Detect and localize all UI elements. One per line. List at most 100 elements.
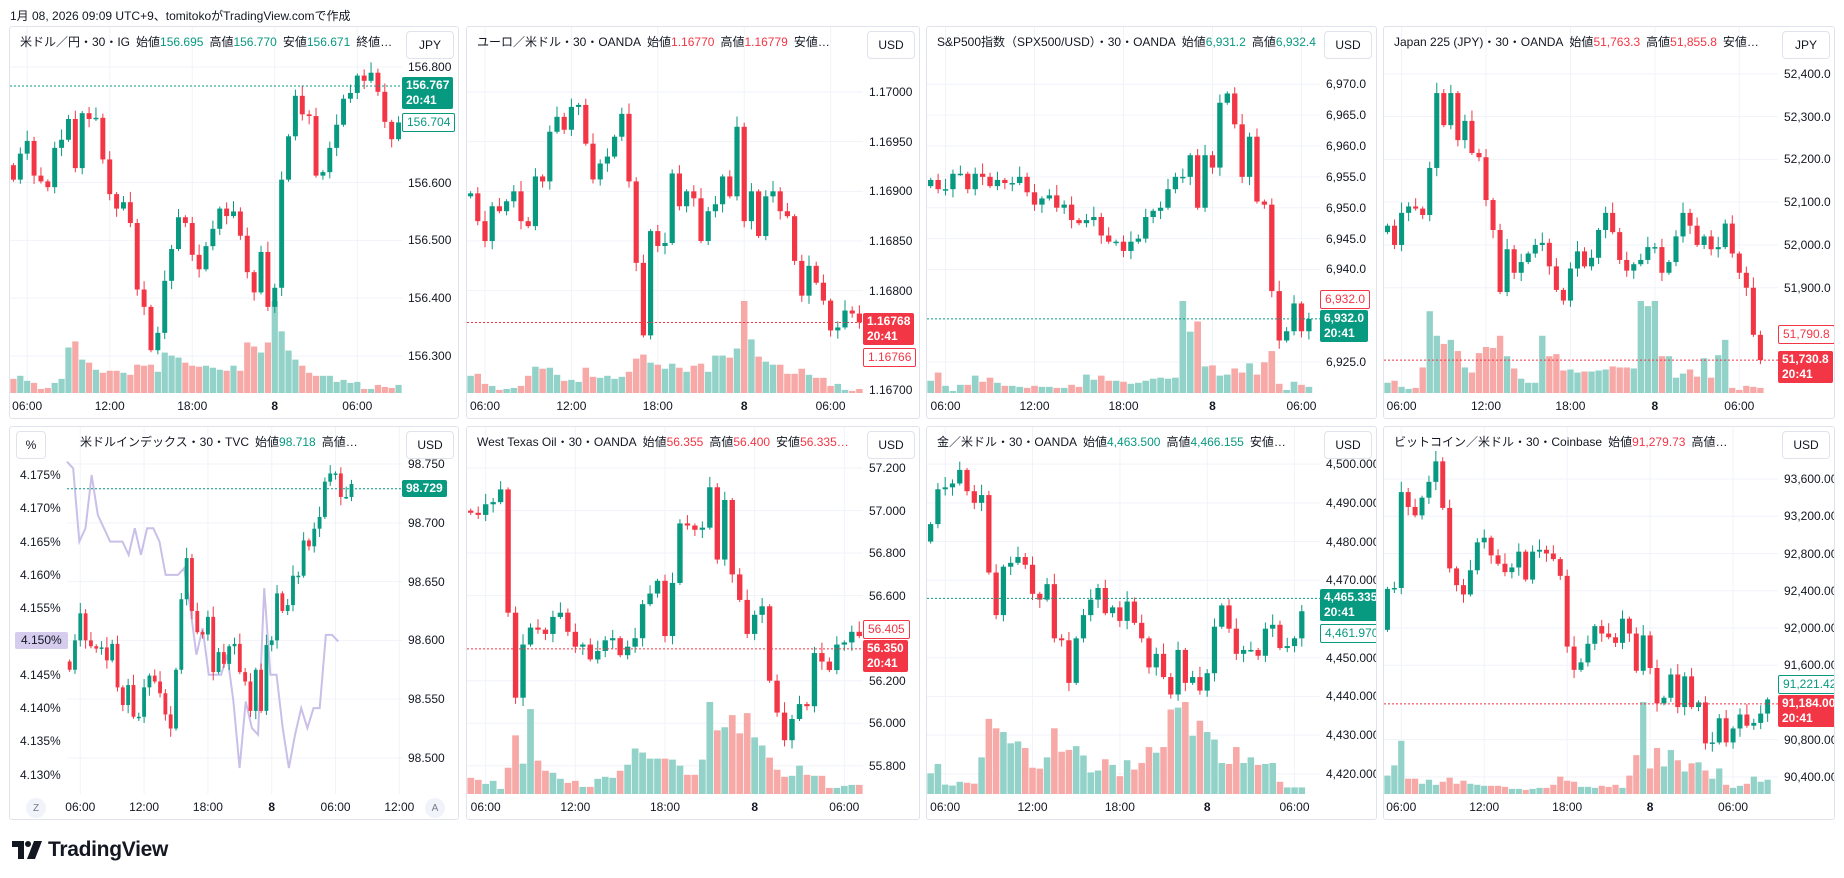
chart-panel[interactable]: ユーロ／米ドル・30・OANDA 始値1.16770 高値1.16779 安値… USD…: [466, 26, 920, 419]
candle: [1202, 144, 1208, 212]
candle-body: [110, 643, 115, 661]
candle: [210, 220, 216, 251]
candle-body: [269, 640, 274, 646]
candle: [1283, 327, 1290, 343]
volume-bar: [347, 382, 354, 393]
time-axis-label: 12:00: [129, 800, 160, 814]
candle-body: [1232, 93, 1238, 125]
candle: [1054, 185, 1060, 212]
candle-body: [1455, 93, 1461, 141]
last-price-label: 4,465.335 20:41: [1320, 589, 1376, 622]
candle-body: [10, 165, 16, 180]
currency-button[interactable]: USD: [867, 31, 915, 59]
candle-body: [306, 114, 312, 117]
candle: [547, 125, 553, 190]
symbol-name[interactable]: ユーロ／米ドル・30・OANDA: [477, 35, 642, 49]
candle: [1659, 238, 1665, 282]
percent-scale-button[interactable]: %: [16, 431, 46, 459]
candle-body: [986, 495, 992, 573]
candle-body: [307, 540, 311, 547]
chart-panel[interactable]: S&P500指数（SPX500/USD）・30・OANDA 始値6,931.2 高値…: [926, 26, 1377, 419]
volume-bar: [1503, 356, 1511, 393]
candle: [781, 702, 788, 747]
time-axis-label: 8: [268, 800, 276, 814]
volume-bar: [1522, 789, 1529, 794]
candle-body: [691, 191, 697, 199]
symbol-name[interactable]: Japan 225 (JPY)・30・OANDA: [1394, 35, 1564, 49]
currency-button[interactable]: USD: [867, 431, 915, 459]
volume-bar: [1488, 785, 1495, 794]
candle: [770, 181, 776, 203]
chart-panel[interactable]: West Texas Oil・30・OANDA 始値56.355 高値56.400 安…: [466, 426, 920, 820]
price-axis-label: 4,500.000: [1326, 457, 1377, 472]
chart-panel[interactable]: 米ドル／円・30・IG 始値156.695 高値156.770 安値156.671 終値…: [9, 26, 459, 419]
candle-body: [957, 173, 964, 176]
candle-body: [1128, 241, 1134, 251]
candle: [1168, 672, 1174, 699]
volume-bar: [496, 389, 503, 393]
volume-bar: [594, 778, 602, 794]
currency-button[interactable]: USD: [1324, 431, 1372, 459]
chart-panel[interactable]: Japan 225 (JPY)・30・OANDA 始値51,763.3 高値51,8…: [1383, 26, 1835, 419]
candle-body: [1298, 303, 1305, 332]
chart-panel[interactable]: 金／米ドル・30・OANDA 始値4,463.500 高値4,466.155 安値… U…: [926, 426, 1377, 820]
candle-body: [1392, 225, 1398, 245]
candle: [162, 270, 168, 340]
candle-body: [677, 523, 683, 583]
candle-body: [475, 193, 481, 222]
candle: [52, 141, 58, 194]
currency-button[interactable]: JPY: [406, 31, 454, 59]
symbol-name[interactable]: West Texas Oil・30・OANDA: [477, 435, 637, 449]
currency-button[interactable]: USD: [1782, 431, 1830, 459]
candle-body: [676, 173, 682, 207]
left-axis-label: 4.145%: [20, 667, 61, 682]
candle-body: [78, 613, 83, 641]
currency-button[interactable]: USD: [1324, 31, 1372, 59]
chart-panel[interactable]: 米ドルインデックス・30・TVC 始値98.718 高値… USD 98.750 98.7…: [9, 426, 459, 820]
volume-bar: [726, 357, 734, 393]
candle: [965, 171, 971, 194]
candle: [520, 634, 526, 706]
tradingview-logo[interactable]: TradingView: [12, 838, 168, 862]
candle: [1474, 538, 1480, 575]
symbol-name[interactable]: 米ドルインデックス・30・TVC: [80, 435, 249, 449]
chart-legend: West Texas Oil・30・OANDA 始値56.355 高値56.400 安…: [477, 434, 859, 450]
candle: [1124, 591, 1130, 630]
volume-bar: [1138, 763, 1145, 794]
ohlc-value: 156.695: [160, 35, 204, 49]
volume-bar: [1223, 374, 1231, 393]
currency-button[interactable]: USD: [406, 431, 454, 459]
volume-bar: [519, 763, 527, 794]
volume-bar: [1008, 385, 1016, 393]
symbol-name[interactable]: S&P500指数（SPX500/USD）・30・OANDA: [937, 35, 1176, 49]
volume-bar: [1598, 785, 1605, 794]
candle-body: [1564, 575, 1570, 647]
time-axis-label: 18:00: [642, 399, 673, 413]
candle: [1211, 618, 1218, 682]
candle: [1291, 295, 1297, 336]
currency-button[interactable]: JPY: [1782, 31, 1830, 59]
candle-body: [210, 228, 216, 247]
symbol-name[interactable]: 米ドル／円・30・IG: [20, 35, 131, 49]
candle: [1113, 239, 1119, 246]
candle: [1765, 697, 1771, 722]
candle-body: [1098, 216, 1104, 236]
chart-panel[interactable]: ビットコイン／米ドル・30・Coinbase 始値91,279.73 高値… USD 9…: [1383, 426, 1835, 820]
candle: [1495, 549, 1501, 566]
volume-bar: [1722, 339, 1729, 393]
candle: [1448, 84, 1454, 130]
candle: [639, 600, 646, 647]
candle-body: [1131, 601, 1138, 623]
price-axis-label: 156.500: [408, 233, 452, 248]
ohlc-value: 56.400: [733, 435, 771, 449]
candle-body: [1197, 677, 1203, 691]
auto-scale-button[interactable]: A: [425, 798, 445, 818]
time-axis-label: 06:00: [65, 800, 96, 814]
zoom-reset-button[interactable]: Z: [26, 798, 46, 818]
candle-body: [127, 202, 133, 224]
symbol-name[interactable]: 金／米ドル・30・OANDA: [937, 435, 1078, 449]
candle-body: [134, 223, 140, 290]
candle: [602, 636, 608, 658]
symbol-name[interactable]: ビットコイン／米ドル・30・Coinbase: [1394, 435, 1603, 449]
volume-bar: [1123, 760, 1131, 794]
